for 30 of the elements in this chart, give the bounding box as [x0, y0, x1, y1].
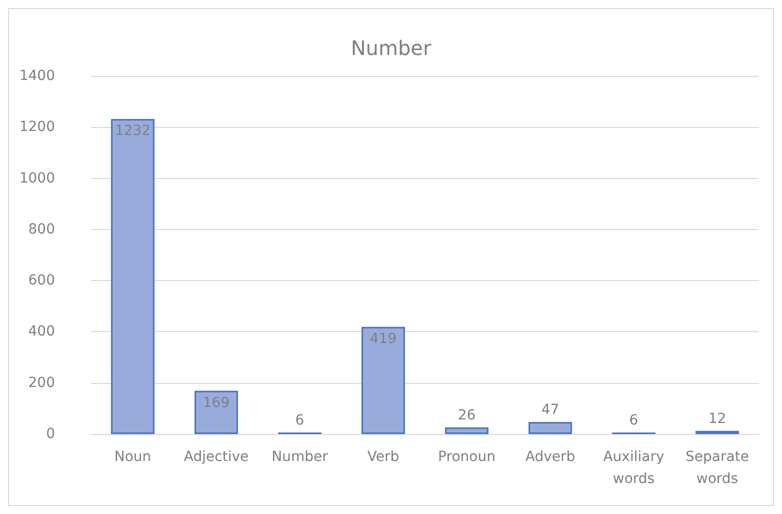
x-tick-label: Pronoun [438, 449, 496, 465]
y-tick-label: 1000 [19, 170, 55, 186]
x-tick-label: Number [272, 449, 328, 465]
x-tick-label: Verb [367, 449, 400, 465]
x-tick-label: Auxiliary words [603, 449, 664, 487]
y-tick-label: 400 [28, 324, 55, 340]
y-tick-label: 200 [28, 374, 55, 391]
bar [528, 422, 572, 434]
data-label: 169 [202, 394, 230, 411]
data-label: 6 [629, 412, 638, 428]
y-tick-label: 1200 [19, 119, 55, 136]
x-tick-label: Separate words [686, 449, 749, 487]
x-tick-label: Noun [114, 449, 152, 465]
data-label: 12 [708, 410, 726, 427]
y-tick-label: 800 [28, 221, 55, 238]
bar [111, 118, 154, 434]
data-label: 419 [370, 330, 397, 347]
x-tick-label: Adverb [525, 449, 576, 465]
x-tick-label: Adjective [184, 449, 249, 465]
bar [445, 427, 488, 434]
y-tick-label: 1400 [19, 68, 55, 84]
data-label: 47 [541, 402, 560, 418]
data-label: 26 [458, 407, 476, 424]
y-tick-label: 0 [46, 426, 55, 442]
bar [194, 390, 238, 434]
data-label: 6 [295, 412, 304, 428]
bar [362, 326, 405, 434]
data-label: 1232 [114, 122, 151, 139]
y-tick-label: 600 [28, 272, 55, 289]
chart-title: Number [350, 36, 432, 60]
